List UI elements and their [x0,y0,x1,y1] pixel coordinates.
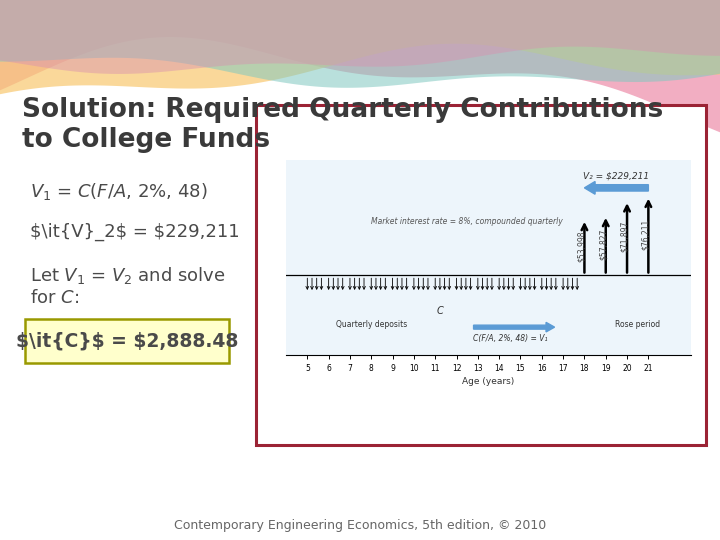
Polygon shape [0,0,720,74]
Text: $\it{C}$ = $2,888.48: $\it{C}$ = $2,888.48 [16,332,238,350]
Text: $\it{V}_2$ = $229,211: $\it{V}_2$ = $229,211 [30,223,240,241]
Polygon shape [0,0,720,88]
Text: $76,211: $76,211 [642,218,650,249]
Text: C: C [436,306,443,315]
Polygon shape [0,0,720,94]
Text: Rose period: Rose period [615,320,660,329]
Text: $57,827: $57,827 [598,228,608,260]
Text: $71,897: $71,897 [620,221,629,252]
Text: $\it{V}_1$ = $\it{C}$($\it{F/A}$, 2%, 48): $\it{V}_1$ = $\it{C}$($\it{F/A}$, 2%, 48… [30,181,207,202]
Text: Solution: Required Quarterly Contributions: Solution: Required Quarterly Contributio… [22,97,663,123]
Text: to College Funds: to College Funds [22,127,270,153]
Text: Quarterly deposits: Quarterly deposits [336,320,407,329]
Text: for $\it{C}$:: for $\it{C}$: [30,289,79,307]
Text: Contemporary Engineering Economics, 5th edition, © 2010: Contemporary Engineering Economics, 5th … [174,519,546,532]
FancyArrow shape [585,181,649,194]
FancyBboxPatch shape [25,319,229,363]
Text: Let $\it{V}_1$ = $\it{V}_2$ and solve: Let $\it{V}_1$ = $\it{V}_2$ and solve [30,265,225,286]
Polygon shape [0,0,720,132]
X-axis label: Age (years): Age (years) [462,377,515,386]
Text: Market interest rate = 8%, compounded quarterly: Market interest rate = 8%, compounded qu… [372,217,563,226]
FancyArrow shape [474,322,554,332]
FancyBboxPatch shape [256,105,706,445]
Text: $53,998: $53,998 [577,231,586,262]
Text: C(F/A, 2%, 48) = V₁: C(F/A, 2%, 48) = V₁ [472,334,547,343]
Text: V₂ = $229,211: V₂ = $229,211 [583,171,649,180]
